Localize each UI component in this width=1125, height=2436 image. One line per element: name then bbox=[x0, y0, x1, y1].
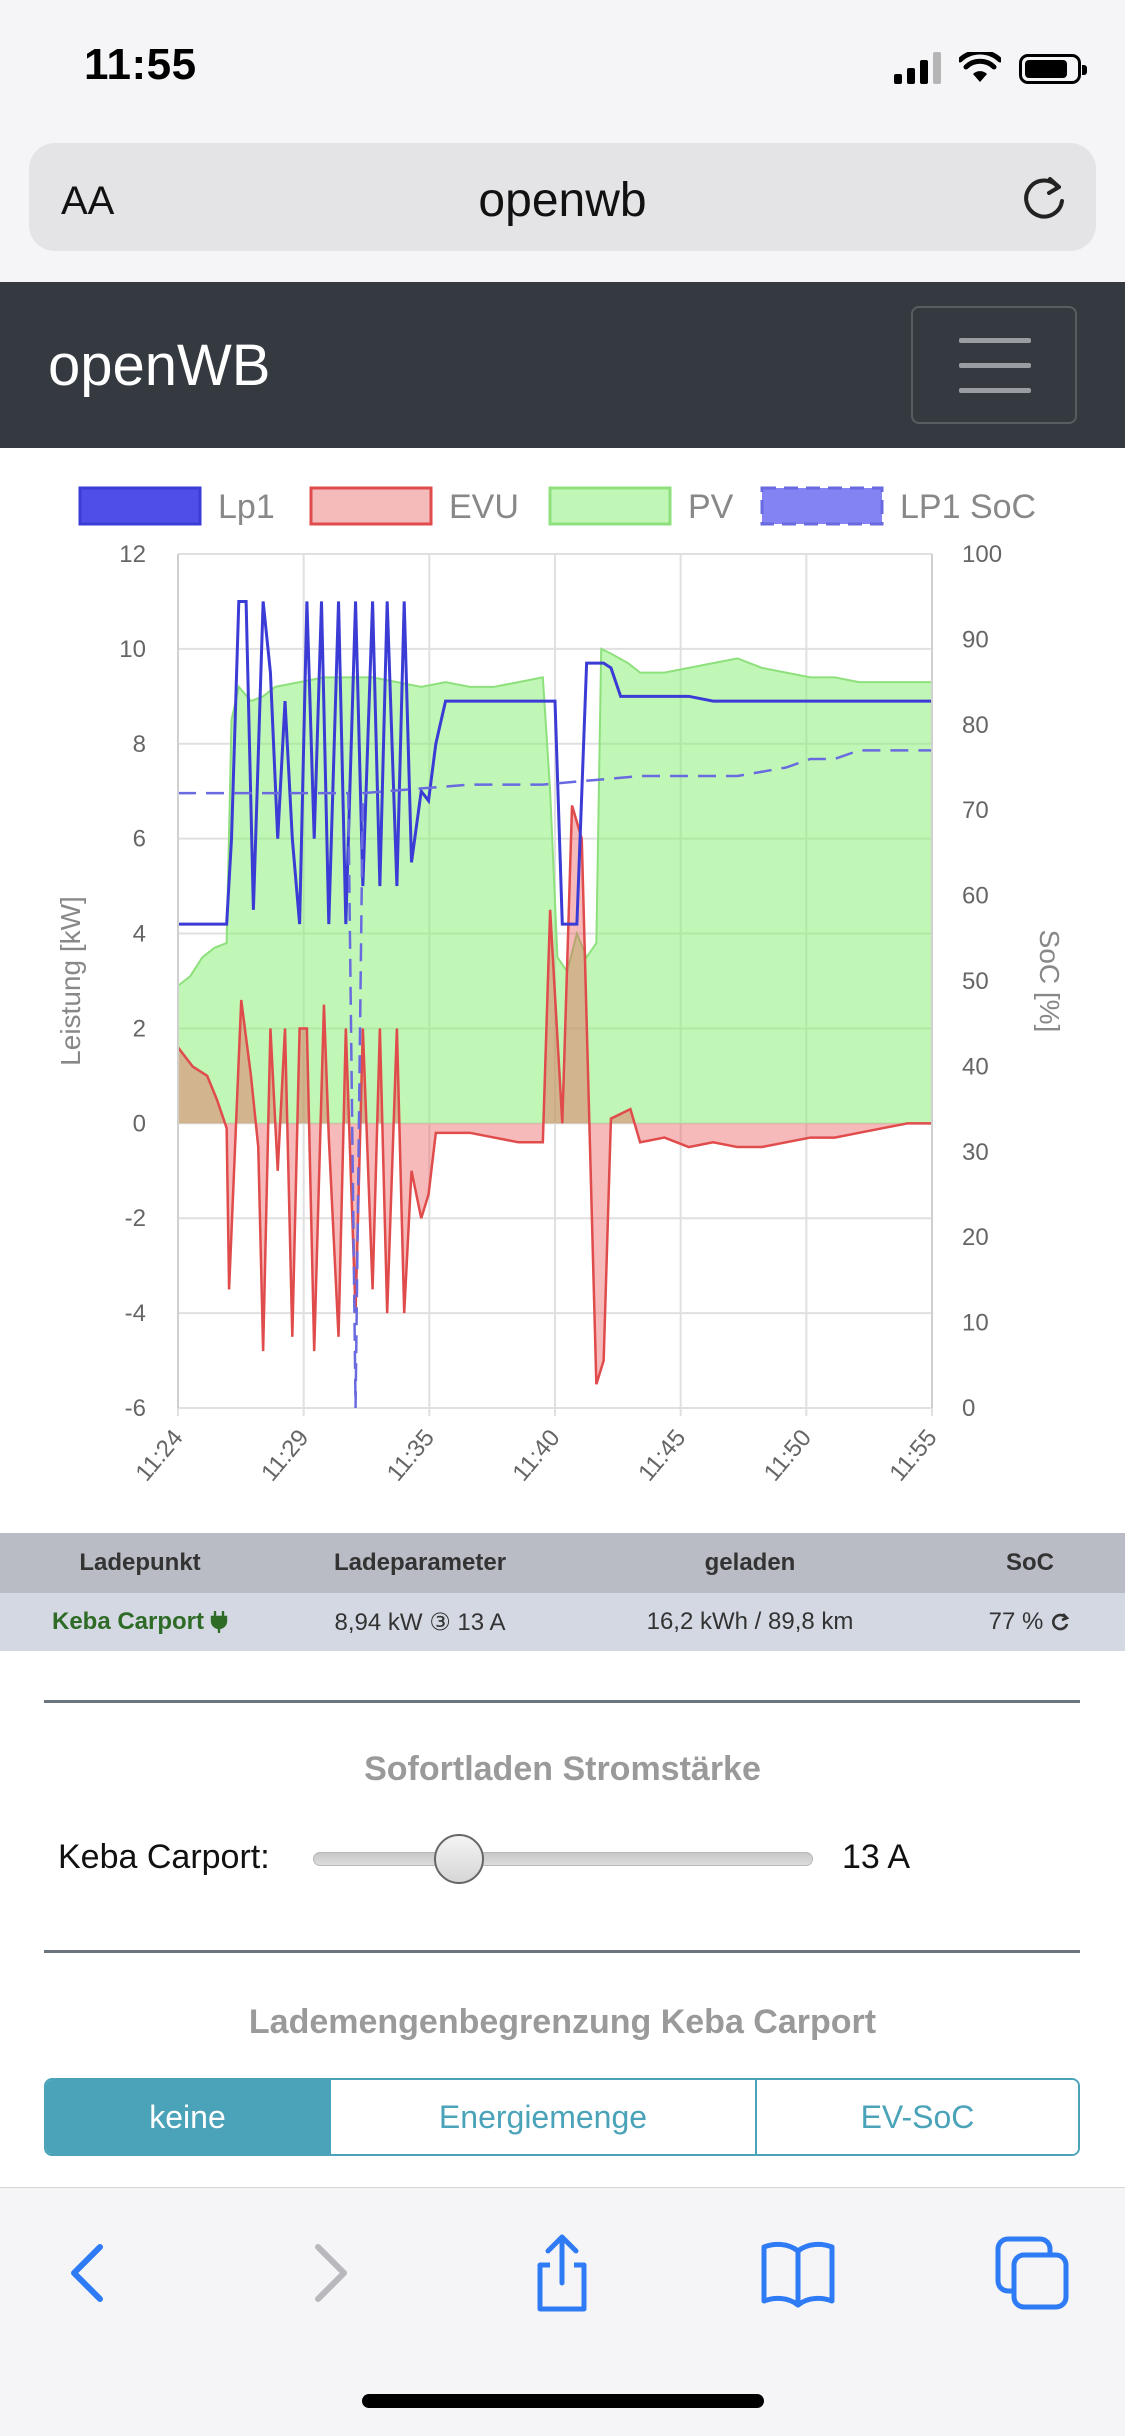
th-ladeparameter: Ladeparameter bbox=[333, 1549, 507, 1576]
y-tick-label: 6 bbox=[133, 826, 146, 853]
series-evu-line bbox=[177, 805, 932, 1385]
navbar-brand[interactable]: openWB bbox=[48, 333, 271, 398]
soc-value: 77 % bbox=[988, 1608, 1044, 1635]
th-geladen: geladen bbox=[704, 1549, 796, 1576]
navbar: openWB bbox=[0, 282, 1125, 448]
bookmarks-icon[interactable] bbox=[758, 2233, 838, 2313]
y2-axis-title: SoC [%] bbox=[1034, 930, 1065, 1033]
y-tick-label: -2 bbox=[125, 1205, 146, 1232]
legend-label-3: LP1 SoC bbox=[900, 488, 1036, 526]
current-slider-track[interactable] bbox=[313, 1852, 813, 1866]
sofortladen-title: Sofortladen Stromstärke bbox=[364, 1750, 761, 1788]
soc-cell: 77 % bbox=[940, 1593, 1120, 1651]
status-time: 11:55 bbox=[84, 40, 197, 89]
series-evu-area bbox=[178, 805, 932, 1385]
y-tick-label: 10 bbox=[119, 636, 146, 663]
wifi-icon bbox=[959, 52, 1001, 82]
charged-cell: 16,2 kWh / 89,8 km bbox=[646, 1608, 854, 1635]
forward-icon[interactable] bbox=[290, 2233, 370, 2313]
y2-tick-label: 0 bbox=[962, 1395, 975, 1422]
y-tick-label: -6 bbox=[125, 1395, 146, 1422]
limit-option-ev-soc[interactable]: EV-SoC bbox=[757, 2080, 1078, 2154]
divider bbox=[44, 1950, 1080, 1953]
address-bar[interactable]: AA openwb bbox=[29, 143, 1096, 251]
url-text[interactable]: openwb bbox=[478, 174, 647, 227]
hamburger-icon-bar bbox=[959, 388, 1031, 393]
hamburger-icon bbox=[959, 338, 1031, 343]
text-size-button[interactable]: AA bbox=[61, 179, 115, 223]
chargepoint-name[interactable]: Keba Carport bbox=[51, 1608, 205, 1635]
y2-tick-label: 20 bbox=[962, 1224, 989, 1251]
plug-icon bbox=[210, 1611, 228, 1633]
y2-tick-label: 100 bbox=[962, 541, 1002, 568]
legend-swatch-1 bbox=[309, 486, 433, 526]
browser-address-area: AA openwb bbox=[0, 135, 1125, 282]
x-tick-label: 11:50 bbox=[759, 1425, 817, 1487]
y-tick-label: 0 bbox=[133, 1110, 146, 1137]
refresh-icon[interactable] bbox=[1051, 1612, 1071, 1632]
legend-swatch-2 bbox=[548, 486, 672, 526]
y2-tick-label: 40 bbox=[962, 1053, 989, 1080]
home-indicator bbox=[362, 2394, 764, 2408]
th-soc: SoC bbox=[1006, 1549, 1054, 1576]
power-chart: 12 10 8 6 4 2 0 -2 -4 -6 100 90 80 70 60 50 40 30 20 10 0 11:… bbox=[0, 448, 1125, 1533]
y2-tick-label: 70 bbox=[962, 797, 989, 824]
reload-icon[interactable] bbox=[1018, 171, 1070, 223]
x-tick-label: 11:35 bbox=[382, 1425, 440, 1487]
current-slider-label: Keba Carport: bbox=[58, 1838, 270, 1876]
legend-label-2: PV bbox=[688, 488, 734, 526]
chart-svg: 121086420-2-4-6100908070605040302010011:… bbox=[55, 486, 1065, 1487]
hamburger-icon-bar bbox=[959, 363, 1031, 368]
y-tick-label: -4 bbox=[125, 1300, 146, 1327]
legend-swatch-3 bbox=[760, 486, 884, 526]
x-tick-label: 11:40 bbox=[507, 1425, 565, 1487]
current-slider-thumb[interactable] bbox=[434, 1834, 485, 1884]
series-pv-line bbox=[177, 647, 932, 987]
status-bar: 11:55 bbox=[0, 0, 1125, 135]
divider bbox=[44, 1700, 1080, 1703]
limit-mode-selector: keine Energiemenge EV-SoC bbox=[44, 2078, 1080, 2156]
table-header: Ladepunkt Ladeparameter geladen SoC bbox=[0, 1533, 1125, 1593]
x-tick-label: 11:24 bbox=[130, 1425, 188, 1487]
y-axis-title: Leistung [kW] bbox=[55, 896, 86, 1066]
charge-parameter-cell: 8,94 kW ③ 13 A bbox=[334, 1608, 506, 1636]
cellular-signal-icon bbox=[894, 52, 941, 84]
current-slider-value: 13 A bbox=[842, 1838, 911, 1876]
series-lp1-line bbox=[178, 599, 932, 926]
table-row: Keba Carport 8,94 kW ③ 13 A 16,2 kWh / 8… bbox=[0, 1593, 1125, 1651]
th-ladepunkt: Ladepunkt bbox=[79, 1549, 201, 1576]
tabs-icon[interactable] bbox=[992, 2233, 1072, 2313]
battery-icon bbox=[1019, 54, 1087, 84]
status-icons bbox=[894, 52, 1087, 84]
lademengen-title: Lademengenbegrenzung Keba Carport bbox=[248, 2003, 877, 2041]
legend-label-0: Lp1 bbox=[218, 488, 275, 526]
limit-option-keine[interactable]: keine bbox=[46, 2080, 331, 2154]
chargepoint-cell[interactable]: Keba Carport bbox=[0, 1593, 280, 1651]
y2-tick-label: 30 bbox=[962, 1139, 989, 1166]
y-tick-label: 2 bbox=[133, 1015, 146, 1042]
y-tick-label: 12 bbox=[119, 541, 146, 568]
y-tick-label: 8 bbox=[133, 731, 146, 758]
y2-tick-label: 60 bbox=[962, 883, 989, 910]
y-tick-label: 4 bbox=[133, 921, 146, 948]
y2-tick-label: 50 bbox=[962, 968, 989, 995]
legend-label-1: EVU bbox=[449, 488, 519, 526]
x-tick-label: 11:55 bbox=[884, 1425, 942, 1487]
limit-option-energiemenge[interactable]: Energiemenge bbox=[331, 2080, 757, 2154]
x-tick-label: 11:29 bbox=[256, 1425, 314, 1487]
y2-tick-label: 10 bbox=[962, 1310, 989, 1337]
x-tick-label: 11:45 bbox=[633, 1425, 691, 1487]
back-icon[interactable] bbox=[48, 2233, 128, 2313]
share-icon[interactable] bbox=[522, 2233, 602, 2313]
menu-toggle-button[interactable] bbox=[911, 306, 1077, 424]
y2-tick-label: 80 bbox=[962, 712, 989, 739]
y2-tick-label: 90 bbox=[962, 626, 989, 653]
legend-swatch-0 bbox=[78, 486, 202, 526]
